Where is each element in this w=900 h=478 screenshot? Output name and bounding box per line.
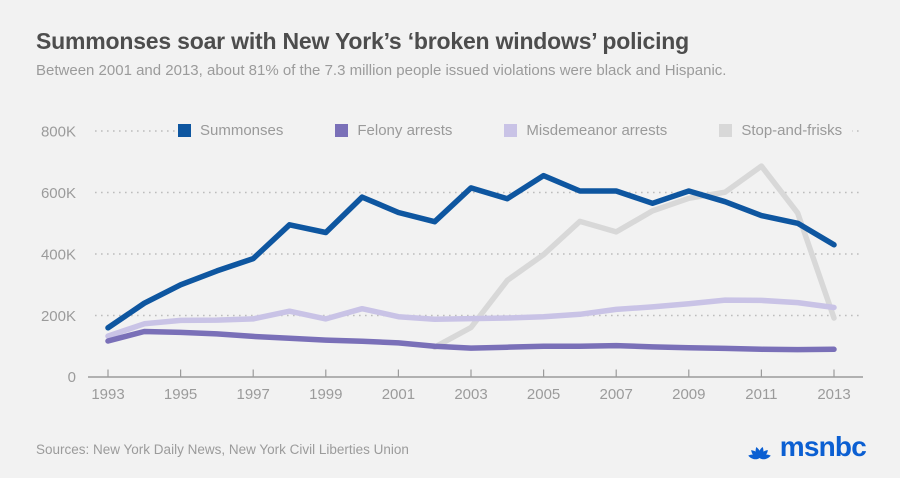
msnbc-logo: msnbc — [746, 431, 867, 462]
misdemeanor-arrests-line — [105, 297, 837, 339]
x-axis-label-2007: 2007 — [600, 386, 633, 403]
x-axis-label-2005: 2005 — [527, 386, 560, 403]
y-axis-label-200K: 200K — [41, 308, 76, 325]
legend-swatch — [504, 124, 518, 137]
y-axis-label-0: 0 — [68, 369, 76, 386]
chart-legend: Summonses Felony arrests Misdemeanor arres… — [178, 120, 853, 141]
sources-note: Sources: New York Daily News, New York C… — [36, 442, 409, 457]
msnbc-wordmark: msnbc — [779, 431, 867, 462]
summonses-line — [105, 172, 837, 331]
legend-label: Summonses — [200, 122, 284, 139]
x-axis-label-1995: 1995 — [164, 386, 197, 403]
legend-swatch — [335, 124, 349, 137]
legend-item-felony-arrests: Felony arrests — [335, 122, 452, 139]
y-axis-label-800K: 800K — [41, 124, 76, 141]
legend-label: Felony arrests — [357, 122, 453, 139]
legend-swatch — [178, 124, 191, 137]
x-axis-label-1997: 1997 — [237, 386, 270, 403]
nbc-peacock-icon — [748, 446, 771, 460]
x-axis-label-1999: 1999 — [309, 386, 342, 403]
x-axis-label-2001: 2001 — [382, 386, 415, 403]
stop-and-frisks-line — [431, 163, 837, 350]
legend-item-misdemeanor-arrests: Misdemeanor arrests — [504, 122, 667, 139]
felony-arrests-line — [105, 328, 837, 353]
x-axis-label-2003: 2003 — [454, 386, 487, 403]
x-axis-label-1993: 1993 — [91, 386, 124, 403]
legend-swatch — [719, 124, 733, 137]
x-axis-label-2013: 2013 — [817, 386, 850, 403]
legend-label: Stop-and-frisks — [741, 122, 843, 139]
x-axis-label-2009: 2009 — [672, 386, 705, 403]
page-title: Summonses soar with New York’s ‘broken w… — [36, 28, 689, 54]
peacock-feather — [759, 454, 771, 460]
x-axis-label-2011: 2011 — [745, 386, 777, 403]
page-subtitle: Between 2001 and 2013, about 81% of the … — [36, 62, 727, 79]
legend-item-stop-and-frisks: Stop-and-frisks — [719, 122, 842, 139]
legend-item-summonses: Summonses — [178, 122, 283, 139]
legend-label: Misdemeanor arrests — [526, 122, 668, 139]
y-axis-label-600K: 600K — [41, 185, 76, 202]
y-axis-label-400K: 400K — [41, 247, 76, 264]
